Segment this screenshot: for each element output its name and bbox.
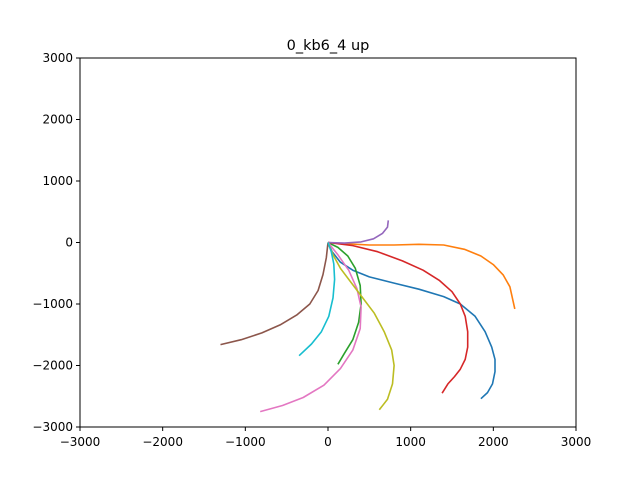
chart-title: 0_kb6_4 up	[287, 38, 370, 54]
y-tick-label: 0	[65, 236, 73, 250]
series-line-9	[298, 242, 336, 357]
series-line-6	[220, 242, 329, 346]
series-layer	[220, 220, 516, 413]
x-tick-label: −2000	[142, 435, 183, 449]
x-tick-label: 2000	[478, 435, 509, 449]
y-tick-label: 1000	[42, 174, 73, 188]
series-line-4	[327, 241, 469, 394]
y-tick-label: 2000	[42, 113, 73, 127]
series-line-8	[327, 242, 395, 411]
x-tick-label: −1000	[225, 435, 266, 449]
series-line-7	[259, 241, 362, 413]
plot-area-frame	[79, 57, 577, 428]
x-tick-label: 0	[324, 435, 332, 449]
y-tick-label: 3000	[42, 51, 73, 65]
ticks-layer: −3000 −2000 −1000 0 1000 2000 3000 3000 2000 1000…	[32, 51, 591, 449]
series-line-2	[327, 241, 516, 310]
x-tick-label: 3000	[561, 435, 592, 449]
y-tick-label: −3000	[32, 420, 73, 434]
x-tick-label: 1000	[395, 435, 426, 449]
series-line-5	[327, 220, 390, 244]
y-tick-label: −1000	[32, 297, 73, 311]
y-tick-label: −2000	[32, 359, 73, 373]
x-tick-label: −3000	[60, 435, 101, 449]
